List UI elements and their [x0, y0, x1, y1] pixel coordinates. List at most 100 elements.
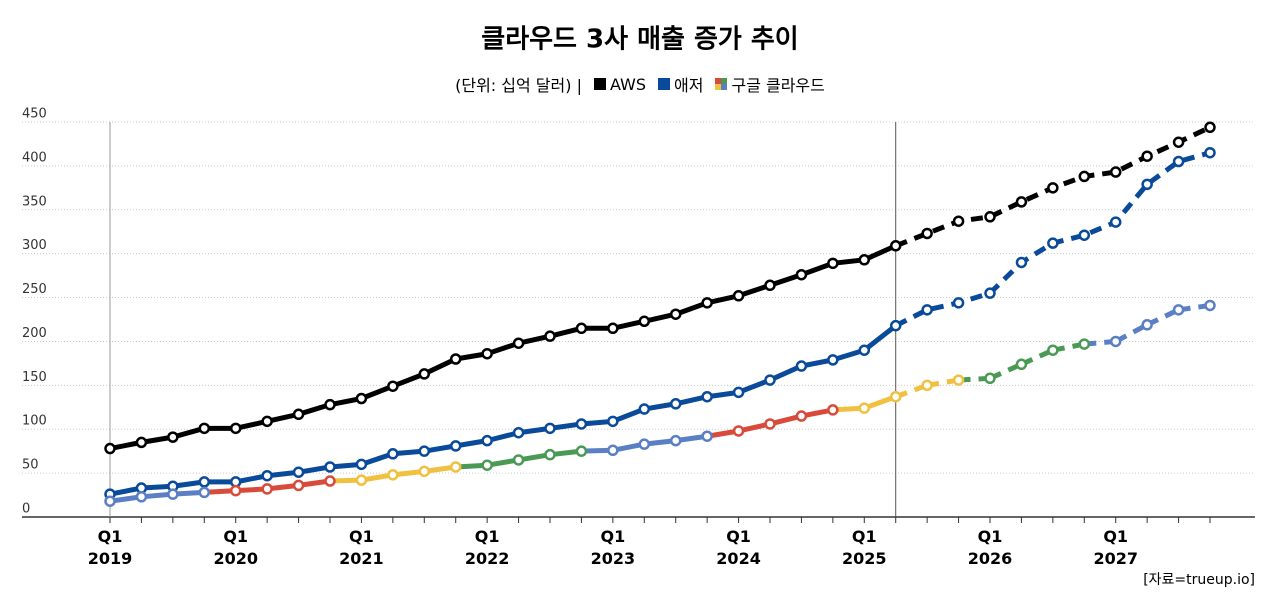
legend-item: AWS [588, 75, 646, 94]
point [481, 459, 493, 471]
point [889, 390, 902, 403]
y-tick-label: 250 [22, 282, 47, 297]
point [355, 392, 368, 405]
point [229, 422, 242, 435]
point [355, 458, 368, 471]
point [952, 374, 965, 386]
point [261, 483, 273, 495]
point [607, 415, 619, 428]
point [575, 445, 588, 457]
legend-swatch [715, 78, 728, 90]
point [324, 475, 336, 487]
point [481, 434, 493, 447]
point [795, 410, 808, 422]
point [104, 442, 116, 455]
point [292, 479, 305, 492]
point [952, 215, 965, 227]
point [355, 474, 368, 486]
point [638, 315, 651, 328]
point [512, 454, 525, 466]
point [858, 402, 871, 414]
point [512, 426, 525, 439]
point [1015, 256, 1028, 269]
point [607, 444, 619, 457]
point [889, 319, 902, 332]
point [198, 422, 211, 435]
point [764, 418, 776, 430]
point [1047, 344, 1059, 356]
point [575, 418, 588, 430]
swatch-part [721, 84, 728, 90]
point [732, 290, 745, 302]
point [1015, 358, 1028, 371]
x-tick-label: Q1 2024 [716, 527, 761, 568]
x-tick-label: Q1 2023 [590, 527, 636, 568]
y-tick-label: 300 [22, 238, 47, 253]
point [669, 434, 682, 447]
point [827, 257, 839, 270]
point [858, 344, 871, 356]
x-tick-label: Q1 2022 [464, 527, 510, 568]
point [544, 330, 556, 342]
point [292, 408, 305, 421]
legend-swatch [593, 78, 606, 90]
point [1204, 146, 1216, 159]
chart-title: 클라우드 3사 매출 증가 추이 [481, 25, 798, 55]
point [1078, 170, 1091, 183]
x-tick-label: Q1 2019 [87, 527, 133, 568]
legend: (단위: 십억 달러) | AWS 애저 구글 클라우드 [0, 72, 1280, 96]
point [1172, 304, 1185, 316]
point [167, 488, 179, 500]
point [324, 398, 336, 411]
point [449, 461, 462, 473]
point [1015, 196, 1028, 208]
point [921, 304, 933, 316]
point [984, 211, 996, 223]
point [701, 297, 713, 309]
unit-note: (단위: 십억 달러) | [455, 76, 582, 95]
point [732, 425, 745, 437]
point [1141, 178, 1153, 191]
source: [자료=trueup.io] [1143, 572, 1255, 588]
point [764, 374, 776, 386]
point [1078, 229, 1091, 241]
point [387, 469, 399, 481]
point [418, 445, 431, 457]
point [1141, 319, 1153, 331]
point [544, 422, 556, 435]
point [1172, 136, 1185, 148]
point [104, 495, 116, 507]
point [795, 360, 808, 372]
point [449, 440, 462, 452]
y-tick-label: 150 [22, 370, 47, 385]
point [135, 491, 148, 503]
point [292, 466, 305, 478]
point [764, 279, 776, 292]
point [449, 353, 462, 365]
x-tick-label: Q1 2020 [213, 527, 258, 568]
point [167, 431, 179, 443]
point [732, 386, 745, 399]
legend-swatch [658, 78, 671, 90]
x-tick-label: Q1 2027 [1093, 527, 1138, 568]
legend-item: 구글 클라우드 [709, 72, 825, 96]
x-tick-label: Q1 2021 [339, 527, 384, 568]
point [701, 430, 713, 442]
point [1172, 155, 1185, 168]
point [638, 403, 651, 415]
legend-item: 애저 [652, 72, 703, 96]
point [261, 415, 273, 428]
legend-label: 구글 클라우드 [731, 76, 825, 95]
y-tick-label: 100 [22, 414, 47, 429]
point [575, 322, 588, 335]
point [481, 347, 493, 360]
y-tick-label: 0 [22, 502, 30, 517]
point [512, 337, 525, 349]
y-tick-label: 350 [22, 194, 47, 209]
point [669, 308, 682, 320]
x-tick-label: Q1 2025 [842, 527, 887, 568]
point [827, 404, 839, 416]
point [418, 368, 431, 380]
point [387, 380, 399, 392]
